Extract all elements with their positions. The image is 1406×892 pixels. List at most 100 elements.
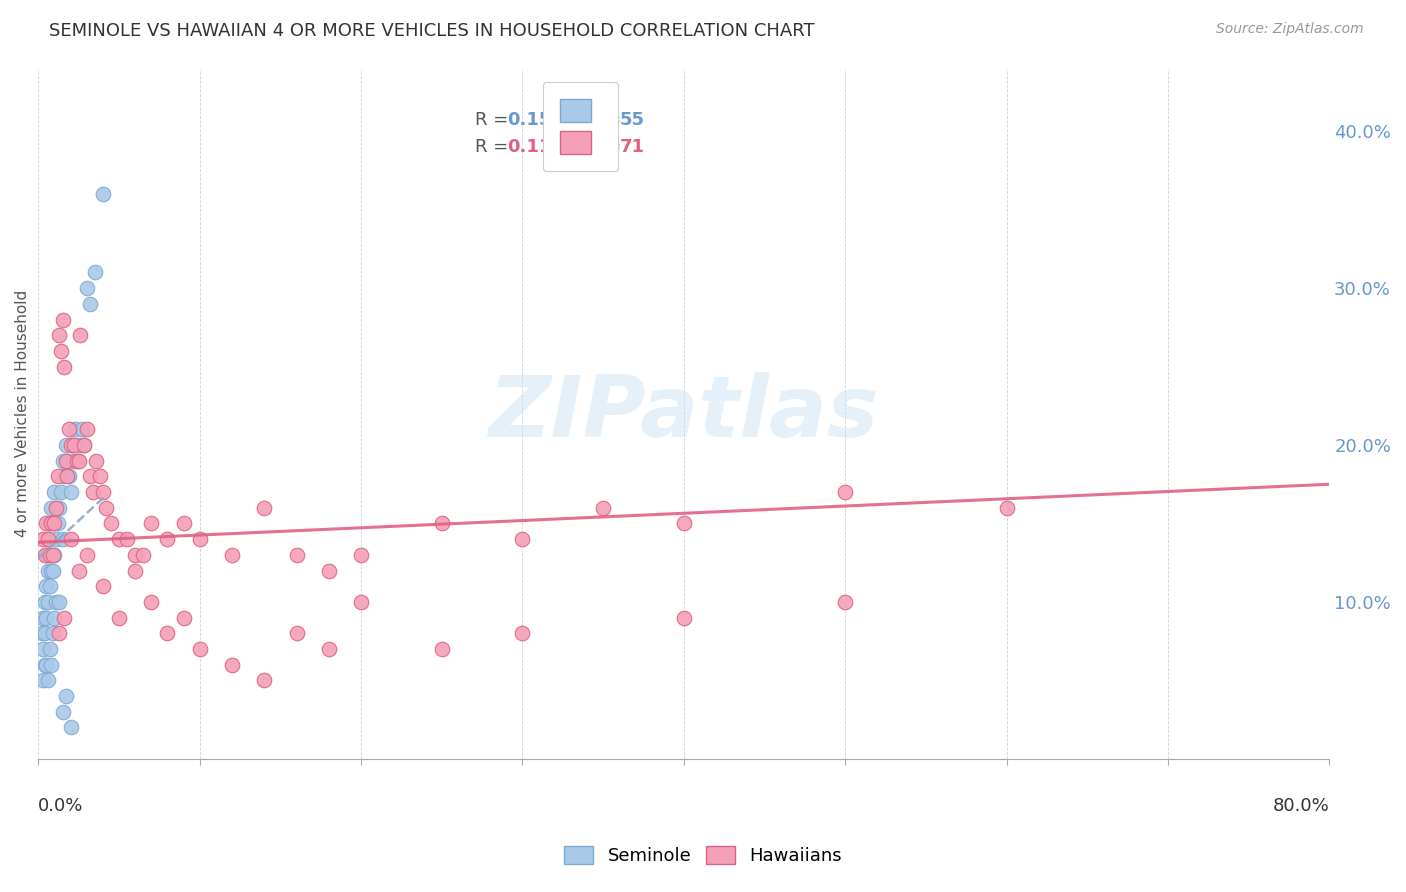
- Point: [67, 564, 90, 578]
- Point: [188, 642, 211, 657]
- Point: [34, 595, 56, 609]
- Point: [49, 485, 72, 500]
- Point: [39, 500, 62, 515]
- Point: [76, 281, 98, 295]
- Point: [59, 438, 82, 452]
- Point: [53, 359, 76, 374]
- Point: [32, 532, 55, 546]
- Point: [38, 516, 60, 531]
- Point: [82, 485, 104, 500]
- Point: [46, 516, 69, 531]
- Point: [512, 626, 534, 640]
- Point: [430, 642, 453, 657]
- Point: [44, 485, 66, 500]
- Point: [45, 595, 67, 609]
- Point: [39, 657, 62, 672]
- Point: [253, 673, 276, 688]
- Point: [94, 500, 117, 515]
- Point: [67, 453, 90, 467]
- Point: [221, 548, 243, 562]
- Point: [67, 438, 90, 452]
- Point: [35, 579, 58, 593]
- Point: [38, 548, 60, 562]
- Point: [100, 516, 122, 531]
- Point: [188, 532, 211, 546]
- Point: [285, 626, 308, 640]
- Text: N =: N =: [586, 138, 627, 156]
- Text: Source: ZipAtlas.com: Source: ZipAtlas.com: [1216, 22, 1364, 37]
- Point: [48, 595, 70, 609]
- Point: [672, 516, 695, 531]
- Text: 55: 55: [619, 112, 644, 129]
- Point: [108, 532, 131, 546]
- Point: [31, 626, 53, 640]
- Point: [65, 422, 87, 436]
- Point: [51, 312, 73, 326]
- Point: [39, 548, 62, 562]
- Point: [60, 438, 83, 452]
- Point: [42, 516, 65, 531]
- Text: R =: R =: [475, 112, 513, 129]
- Point: [59, 485, 82, 500]
- Point: [35, 516, 58, 531]
- Point: [221, 657, 243, 672]
- Point: [35, 548, 58, 562]
- Point: [72, 438, 94, 452]
- Text: 0.110: 0.110: [508, 138, 564, 156]
- Point: [51, 705, 73, 719]
- Point: [34, 657, 56, 672]
- Point: [37, 532, 59, 546]
- Point: [56, 453, 79, 467]
- Point: [79, 297, 101, 311]
- Point: [70, 422, 93, 436]
- Point: [83, 265, 105, 279]
- Point: [53, 610, 76, 624]
- Point: [512, 532, 534, 546]
- Point: [58, 422, 80, 436]
- Point: [35, 657, 58, 672]
- Point: [32, 610, 55, 624]
- Point: [63, 438, 86, 452]
- Point: [42, 564, 65, 578]
- Point: [49, 343, 72, 358]
- Point: [253, 500, 276, 515]
- Point: [91, 485, 114, 500]
- Point: [66, 453, 89, 467]
- Point: [38, 579, 60, 593]
- Text: N =: N =: [586, 112, 627, 129]
- Point: [124, 548, 146, 562]
- Point: [79, 469, 101, 483]
- Point: [59, 720, 82, 734]
- Point: [37, 532, 59, 546]
- Point: [285, 548, 308, 562]
- Point: [32, 673, 55, 688]
- Point: [115, 532, 138, 546]
- Point: [156, 532, 179, 546]
- Point: [76, 548, 98, 562]
- Point: [38, 642, 60, 657]
- Point: [69, 328, 91, 343]
- Point: [91, 579, 114, 593]
- Point: [42, 548, 65, 562]
- Point: [37, 564, 59, 578]
- Point: [55, 689, 77, 703]
- Point: [834, 485, 856, 500]
- Point: [56, 469, 79, 483]
- Point: [32, 642, 55, 657]
- Text: SEMINOLE VS HAWAIIAN 4 OR MORE VEHICLES IN HOUSEHOLD CORRELATION CHART: SEMINOLE VS HAWAIIAN 4 OR MORE VEHICLES …: [49, 22, 815, 40]
- Point: [44, 548, 66, 562]
- Point: [592, 500, 614, 515]
- Point: [48, 328, 70, 343]
- Point: [55, 438, 77, 452]
- Text: 0.153: 0.153: [508, 112, 564, 129]
- Point: [34, 626, 56, 640]
- Text: ZIPatlas: ZIPatlas: [489, 372, 879, 455]
- Point: [48, 626, 70, 640]
- Point: [58, 469, 80, 483]
- Point: [91, 187, 114, 202]
- Text: 71: 71: [619, 138, 644, 156]
- Point: [173, 610, 195, 624]
- Point: [124, 564, 146, 578]
- Point: [86, 453, 108, 467]
- Point: [39, 516, 62, 531]
